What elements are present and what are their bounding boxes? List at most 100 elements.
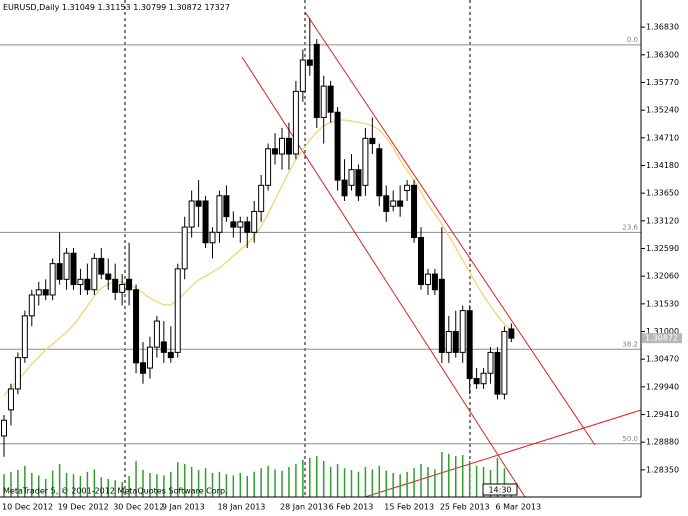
candle-body (452, 331, 459, 353)
x-tick-label: 18 Jan 2013 (217, 503, 265, 512)
last-low: 1.30799 (133, 3, 166, 12)
candle-body (279, 137, 285, 155)
y-tick-label: 1.34180 (646, 161, 679, 170)
candle-body (98, 257, 105, 275)
y-tick-label: 1.29940 (646, 382, 679, 391)
y-tick-label: 1.36830 (646, 23, 679, 32)
candle-body (473, 377, 480, 385)
candle-body (84, 278, 91, 291)
candle-body (105, 273, 112, 280)
candle-body (244, 221, 251, 233)
candle-body (1, 419, 7, 437)
x-tick-label: 9 Jan 2013 (162, 503, 205, 512)
y-tick-label: 1.35770 (646, 78, 679, 87)
price-label-box (642, 333, 682, 344)
candle-body (494, 351, 501, 395)
candle-body (438, 278, 445, 353)
candle-body (209, 231, 216, 244)
candle-body (63, 252, 70, 280)
symbol: EURUSD,Daily (3, 3, 60, 12)
candle-body (251, 210, 258, 233)
y-tick-label: 1.34710 (646, 133, 679, 142)
candle-body (390, 200, 397, 207)
y-tick-label: 1.30470 (646, 355, 679, 364)
candle-body (404, 184, 411, 192)
y-tick-label: 1.35240 (646, 106, 679, 115)
channel-upper (304, 11, 596, 446)
y-tick-label: 1.31000 (646, 327, 679, 336)
candle-body (355, 169, 362, 197)
candle-body (133, 289, 140, 364)
fibo-label: 0.0 (627, 36, 638, 44)
price-label: 1.30872 (645, 334, 678, 343)
candle-body (480, 372, 487, 385)
timer: 14:30 (488, 486, 511, 495)
fibo-label: 23.6 (622, 223, 638, 231)
x-tick-label: 6 Feb 2013 (329, 503, 374, 512)
candle-body (424, 273, 431, 286)
y-tick-label: 1.33650 (646, 189, 679, 198)
candle-body (202, 200, 209, 244)
candle-body (174, 268, 181, 353)
candle-body (119, 284, 126, 293)
fibo-label: 50.0 (622, 435, 638, 443)
last-volume: 17327 (204, 3, 229, 12)
candle-body (49, 263, 56, 296)
candle-body (188, 200, 195, 228)
y-tick-label: 1.28880 (646, 438, 679, 447)
candle-body (112, 278, 119, 293)
candle-body (487, 351, 494, 374)
x-tick-label: 30 Dec 2012 (113, 503, 164, 512)
y-tick-label: 1.28350 (646, 465, 679, 474)
trend-line (364, 409, 642, 498)
candle-body (348, 169, 355, 186)
x-tick-label: 6 Mar 2013 (495, 503, 541, 512)
candle-body (230, 221, 237, 228)
candle-body (466, 310, 473, 379)
candle-body (508, 328, 515, 339)
candle-body (320, 85, 327, 118)
header: EURUSD,Daily 1.31049 1.31153 1.30799 1.3… (3, 3, 230, 12)
candle-body (77, 278, 84, 286)
timer-frame (482, 483, 518, 496)
candle-body (126, 278, 133, 291)
last-high: 1.31153 (98, 3, 131, 12)
candle-body (140, 362, 146, 374)
candle-body (285, 137, 292, 155)
candle-body (397, 200, 404, 207)
y-tick-label: 1.33120 (646, 216, 679, 225)
candle-body (501, 331, 508, 395)
candle-body (181, 226, 188, 270)
candle-body (146, 346, 153, 369)
candle-body (216, 195, 223, 233)
candle-body (341, 179, 348, 197)
x-tick-label: 25 Feb 2013 (440, 503, 490, 512)
x-tick-label: 15 Feb 2013 (384, 503, 434, 512)
candle-body (313, 43, 320, 118)
y-tick-label: 1.32590 (646, 244, 679, 253)
candle-body (223, 195, 230, 218)
timer-box: 14:30 (482, 483, 518, 496)
candle-body (167, 351, 174, 359)
candle-body (42, 289, 49, 296)
candle-body (334, 111, 341, 181)
y-tick-label: 1.29410 (646, 410, 679, 419)
moving-average (3, 119, 512, 396)
candle-body (445, 331, 452, 353)
candle-body (28, 294, 35, 317)
candle-body (299, 59, 306, 92)
candle-body (292, 90, 299, 155)
candle-body (237, 221, 244, 228)
candle-body (272, 148, 279, 155)
candle-body (35, 289, 42, 296)
separators (124, 0, 471, 497)
candle-body (411, 184, 418, 239)
candle-body (327, 85, 334, 113)
x-tick-label: 28 Jan 2013 (280, 503, 328, 512)
y-tick-label: 1.31530 (646, 299, 679, 308)
candle-body (459, 310, 466, 353)
x-tick-label: 10 Dec 2012 (2, 503, 53, 512)
last-close: 1.30872 (169, 3, 202, 12)
